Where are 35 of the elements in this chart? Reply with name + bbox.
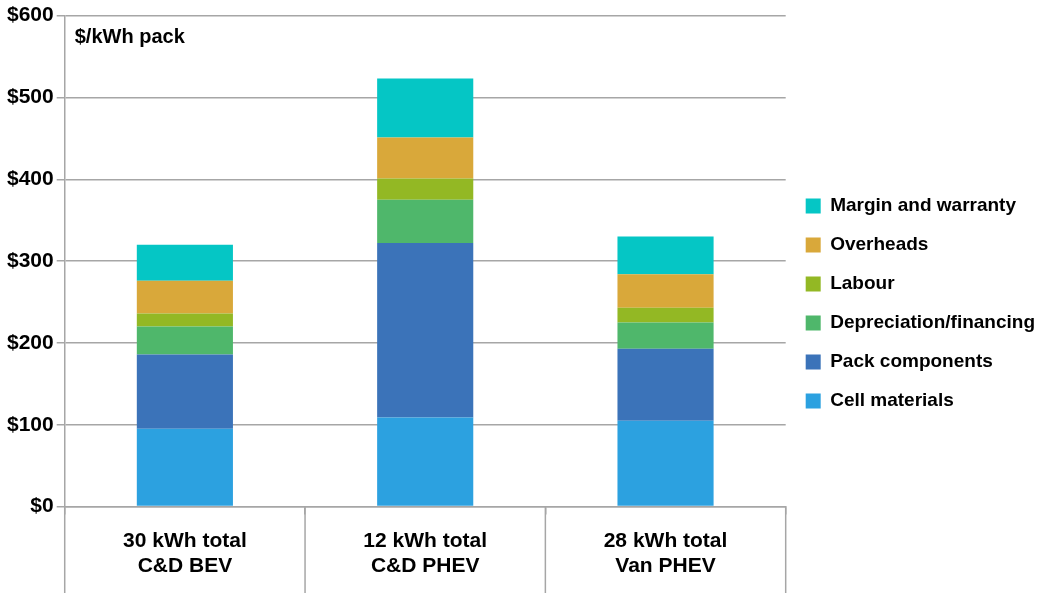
bar [377, 178, 474, 200]
legend-label: Overheads [830, 233, 929, 255]
bar [377, 243, 474, 418]
x-tick-label: 28 kWh total Van PHEV [603, 528, 728, 577]
bar [377, 137, 474, 179]
bar [617, 420, 714, 506]
bar [617, 274, 714, 308]
bar [377, 417, 474, 506]
y-tick-label: $100 [7, 411, 54, 435]
x-tick-label: 12 kWh total C&D PHEV [363, 528, 488, 577]
legend-label: Cell materials [830, 389, 954, 411]
y-tick-label: $500 [7, 84, 54, 108]
bar [617, 322, 714, 349]
bar [377, 199, 474, 244]
bar [617, 236, 714, 275]
legend-label: Pack components [830, 350, 993, 372]
bar [377, 78, 474, 138]
y-tick-label: $0 [30, 493, 54, 517]
bar [136, 244, 233, 281]
y-tick-label: $300 [7, 247, 54, 271]
bar [617, 348, 714, 421]
y-tick-label: $400 [7, 166, 54, 190]
legend-label: Depreciation/financing [830, 311, 1036, 333]
y-tick-label: $200 [7, 329, 54, 353]
y-tick-label: $600 [7, 2, 54, 26]
bar [136, 428, 233, 506]
bar [136, 354, 233, 429]
y-axis-title: $/kWh pack [74, 25, 186, 48]
x-tick-label: 30 kWh total C&D BEV [123, 528, 247, 577]
bar [136, 326, 233, 355]
bar [617, 307, 714, 323]
bar [136, 280, 233, 314]
legend-label: Labour [830, 272, 896, 294]
legend-label: Margin and warranty [830, 194, 1017, 216]
bar [136, 313, 233, 327]
